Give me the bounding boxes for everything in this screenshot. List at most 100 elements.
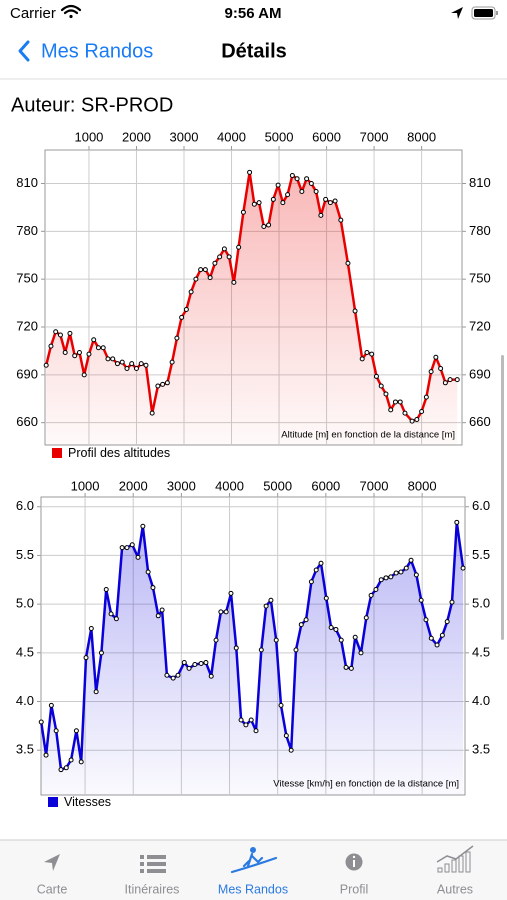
y-tick-label-right: 4.0 (472, 693, 490, 708)
marker (449, 599, 455, 605)
marker (95, 345, 101, 351)
marker (53, 329, 59, 335)
marker (423, 394, 429, 400)
y-tick-label-right: 690 (469, 366, 491, 381)
tab-item[interactable]: Carte (37, 854, 68, 896)
marker (444, 619, 450, 625)
tab-item[interactable]: Mes Randos (218, 847, 288, 896)
marker (454, 519, 460, 525)
tab-icon (147, 855, 166, 859)
marker (363, 615, 369, 621)
marker (378, 383, 384, 389)
marker (383, 391, 389, 397)
marker (332, 198, 338, 204)
tab-item[interactable]: Profil (340, 853, 368, 897)
x-tick-label: 5000 (265, 129, 294, 144)
marker (285, 192, 291, 198)
marker (289, 173, 295, 179)
marker (228, 590, 234, 596)
marker (169, 359, 175, 365)
tab-label: Autres (437, 882, 473, 896)
marker (119, 359, 125, 365)
marker (261, 224, 267, 230)
x-tick-label: 1000 (71, 478, 100, 493)
marker (198, 267, 204, 273)
y-tick-label: 4.5 (16, 644, 34, 659)
marker (278, 702, 284, 708)
tab-icon (140, 869, 144, 873)
marker (275, 182, 281, 188)
y-tick-label: 690 (16, 366, 38, 381)
marker (345, 260, 351, 266)
author: Auteur: SR-PROD (11, 94, 173, 116)
tab-item[interactable]: Autres (436, 845, 474, 896)
tab-icon (437, 867, 443, 873)
marker (388, 407, 394, 413)
x-tick-label: 7000 (360, 129, 389, 144)
marker (392, 399, 398, 405)
tab-icon (140, 862, 144, 866)
x-tick-label: 3000 (167, 478, 196, 493)
marker (208, 673, 214, 679)
marker (256, 200, 262, 206)
marker (402, 410, 408, 416)
marker (393, 570, 399, 576)
marker (266, 222, 272, 228)
marker (155, 613, 161, 619)
marker (238, 717, 244, 723)
wifi-icon (60, 4, 82, 19)
marker (359, 356, 365, 362)
marker (338, 637, 344, 643)
marker (150, 585, 156, 591)
tab-icon (140, 855, 144, 859)
tab-item[interactable]: Itinéraires (125, 855, 180, 896)
marker (308, 180, 314, 186)
marker (243, 722, 249, 728)
marker (397, 399, 403, 405)
marker (192, 662, 198, 668)
marker (364, 350, 370, 356)
marker (419, 409, 425, 415)
marker (207, 275, 213, 281)
marker (103, 587, 109, 593)
y-tick-label: 750 (16, 271, 38, 286)
marker (398, 569, 404, 575)
x-tick-label: 6000 (311, 478, 340, 493)
marker (423, 617, 429, 623)
marker (403, 565, 409, 571)
back-button[interactable]: Mes Randos (41, 40, 153, 62)
marker (439, 632, 445, 638)
marker (138, 361, 144, 367)
marker (438, 365, 444, 371)
x-tick-label: 7000 (360, 478, 389, 493)
marker (76, 350, 82, 356)
marker (57, 332, 63, 338)
marker (53, 728, 59, 734)
marker (193, 276, 199, 282)
marker (327, 200, 333, 206)
y-tick-label: 810 (16, 175, 38, 190)
marker (433, 354, 439, 360)
marker (323, 595, 329, 601)
location-icon (451, 7, 463, 19)
legend-swatch (48, 797, 58, 807)
scroll-indicator (501, 355, 504, 640)
back-chevron[interactable] (18, 40, 30, 62)
x-tick-label: 8000 (408, 478, 437, 493)
marker (338, 217, 344, 223)
legend-label: Vitesses (64, 795, 111, 809)
marker (352, 308, 358, 314)
tab-label: Mes Randos (218, 882, 288, 896)
y-tick-label-right: 5.0 (472, 596, 490, 611)
marker (373, 587, 379, 593)
marker (447, 377, 453, 383)
tab-icon (147, 862, 166, 866)
y-tick-label: 720 (16, 318, 38, 333)
y-tick-label: 5.5 (16, 547, 34, 562)
marker (226, 254, 232, 260)
marker (434, 642, 440, 648)
marker (164, 380, 170, 386)
marker (105, 356, 111, 362)
marker (88, 625, 94, 631)
marker (378, 577, 384, 583)
